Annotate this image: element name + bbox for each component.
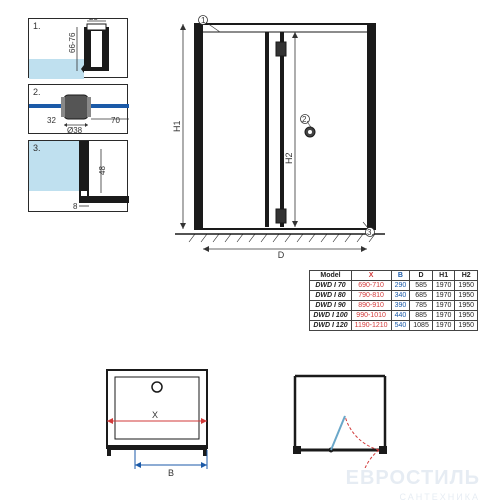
- model-cell: DWD I 100: [310, 311, 351, 321]
- plan-left-drawing: X B: [95, 365, 230, 480]
- callout-1: 1.: [201, 16, 208, 25]
- detail-1-number: 1.: [33, 21, 41, 31]
- spec-header: B: [391, 271, 410, 281]
- model-cell: DWD I 90: [310, 301, 351, 311]
- model-cell: DWD I 70: [310, 281, 351, 291]
- detail-1: 1. 25 66-76: [28, 18, 128, 78]
- main-elevation: H1 H2 D 1. 2. 3.: [165, 14, 390, 259]
- spec-cell: 340: [391, 291, 410, 301]
- label-h2: H2: [284, 152, 294, 164]
- detail-2: 2. Ø38 32 70: [28, 84, 128, 134]
- spec-cell: 990-1010: [351, 311, 391, 321]
- table-row: DWD I 80790-81034068519701950: [310, 291, 478, 301]
- spec-cell: 390: [391, 301, 410, 311]
- spec-cell: 1950: [455, 281, 478, 291]
- spec-header: H1: [432, 271, 455, 281]
- table-row: DWD I 70690-71029058519701950: [310, 281, 478, 291]
- detail-3-gap: 8: [73, 202, 78, 211]
- spec-cell: 1970: [432, 281, 455, 291]
- spec-cell: 1970: [432, 301, 455, 311]
- detail-2-edge: 70: [111, 116, 120, 125]
- watermark-sub: САНТЕХНИКА: [399, 492, 480, 502]
- spec-cell: 585: [410, 281, 433, 291]
- spec-cell: 540: [391, 321, 410, 331]
- plan-left: X B: [95, 365, 230, 480]
- detail-1-depth: 66-76: [68, 32, 77, 53]
- spec-header: H2: [455, 271, 478, 281]
- spec-cell: 690-710: [351, 281, 391, 291]
- spec-cell: 440: [391, 311, 410, 321]
- table-row: DWD I 1201190-1210540108519701950: [310, 321, 478, 331]
- spec-header: X: [351, 271, 391, 281]
- detail-2-number: 2.: [33, 87, 41, 97]
- spec-cell: 1950: [455, 311, 478, 321]
- detail-3-height: 48: [98, 166, 107, 175]
- spec-cell: 885: [410, 311, 433, 321]
- spec-cell: 290: [391, 281, 410, 291]
- spec-cell: 1970: [432, 291, 455, 301]
- label-d: D: [278, 250, 285, 259]
- spec-cell: 1085: [410, 321, 433, 331]
- detail-1-drawing: 25 66-76: [29, 19, 129, 79]
- spec-header: Model: [310, 271, 351, 281]
- spec-cell: 1950: [455, 321, 478, 331]
- callout-2: 2.: [302, 115, 309, 124]
- plan-right: [285, 368, 395, 468]
- table-row: DWD I 90890-91039078519701950: [310, 301, 478, 311]
- table-row: DWD I 100990-101044088519701950: [310, 311, 478, 321]
- detail-3-drawing: 8 48: [29, 141, 129, 213]
- spec-cell: 1950: [455, 291, 478, 301]
- plan-label-x: X: [152, 410, 158, 420]
- spec-header: D: [410, 271, 433, 281]
- spec-cell: 685: [410, 291, 433, 301]
- model-cell: DWD I 120: [310, 321, 351, 331]
- watermark-main: ЕВРОСТИЛЬ: [346, 467, 480, 490]
- main-elevation-drawing: H1 H2 D 1. 2. 3.: [165, 14, 390, 259]
- detail-3-number: 3.: [33, 143, 41, 153]
- spec-cell: 1950: [455, 301, 478, 311]
- spec-cell: 785: [410, 301, 433, 311]
- spec-cell: 790-810: [351, 291, 391, 301]
- detail-1-width: 25: [89, 19, 98, 22]
- spec-table-panel: ModelXBDH1H2 DWD I 70690-710290585197019…: [309, 270, 478, 331]
- spec-cell: 1970: [432, 311, 455, 321]
- detail-2-drawing: Ø38 32 70: [29, 85, 129, 135]
- detail-2-diameter: Ø38: [67, 126, 83, 135]
- plan-right-drawing: [285, 368, 395, 468]
- plan-label-b: B: [168, 468, 174, 478]
- spec-table: ModelXBDH1H2 DWD I 70690-710290585197019…: [309, 270, 478, 331]
- detail-3: 3. 8 48: [28, 140, 128, 212]
- callout-3: 3.: [367, 228, 374, 237]
- label-h1: H1: [172, 120, 182, 132]
- detail-2-offset: 32: [47, 116, 56, 125]
- model-cell: DWD I 80: [310, 291, 351, 301]
- spec-cell: 1190-1210: [351, 321, 391, 331]
- spec-cell: 1970: [432, 321, 455, 331]
- spec-cell: 890-910: [351, 301, 391, 311]
